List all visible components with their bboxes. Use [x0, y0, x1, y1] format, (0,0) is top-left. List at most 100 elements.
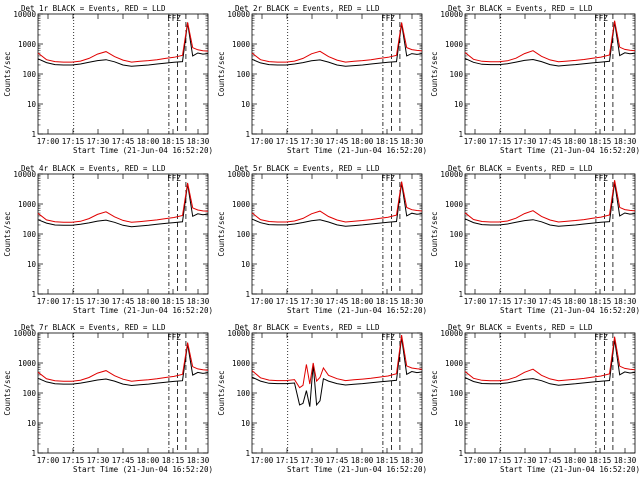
y-tick-label: 1000 [18, 359, 37, 368]
y-tick-label: 1000 [18, 200, 37, 209]
x-tick-label: 17:30 [87, 456, 110, 465]
y-tick-label: 1000 [232, 200, 251, 209]
y-tick-label: 1 [245, 290, 250, 299]
y-tick-label: 1 [31, 130, 36, 139]
lld-series-line [37, 182, 209, 223]
y-tick-label: 10 [27, 100, 37, 109]
flare-marker-label: FFZ [594, 14, 608, 23]
y-tick-label: 10 [241, 260, 251, 269]
x-tick-label: 18:00 [351, 297, 374, 306]
y-tick-label: 1000 [445, 359, 464, 368]
y-tick-label: 100 [236, 230, 250, 239]
y-tick-label: 100 [22, 70, 36, 79]
y-axis-label: Counts/sec [3, 211, 12, 256]
detector-panel: Det 2r BLACK = Events, RED = LLD 1 10 100 10… [217, 4, 427, 155]
x-tick-label: 17:15 [62, 137, 85, 146]
panel-title: Det 3r BLACK = Events, RED = LLD [448, 4, 593, 13]
y-tick-label: 1 [458, 130, 463, 139]
x-tick-label: 18:30 [187, 456, 210, 465]
x-axis-label: Start Time (21-Jun-04 16:52:20) [500, 465, 640, 474]
x-tick-label: 17:45 [112, 137, 135, 146]
detector-panel: Det 7r BLACK = Events, RED = LLD 1 10 100 10… [3, 323, 213, 474]
x-tick-label: 17:45 [326, 297, 349, 306]
x-tick-label: 17:45 [112, 297, 135, 306]
x-tick-label: 18:15 [589, 456, 612, 465]
x-tick-label: 18:00 [564, 137, 587, 146]
x-tick-label: 18:30 [187, 137, 210, 146]
panel-title: Det 1r BLACK = Events, RED = LLD [21, 4, 166, 13]
flare-marker-label: FFZ [594, 174, 608, 183]
x-tick-label: 18:15 [376, 297, 399, 306]
events-series-line [251, 182, 423, 227]
x-axis-label: Start Time (21-Jun-04 16:52:20) [287, 465, 427, 474]
y-tick-label: 10 [454, 419, 464, 428]
x-tick-label: 18:00 [351, 137, 374, 146]
panel-title: Det 8r BLACK = Events, RED = LLD [235, 323, 380, 332]
y-tick-label: 10 [27, 419, 37, 428]
detector-panel: Det 3r BLACK = Events, RED = LLD 1 10 100 10… [430, 4, 640, 155]
panel-title: Det 2r BLACK = Events, RED = LLD [235, 4, 380, 13]
x-axis-label: Start Time (21-Jun-04 16:52:20) [73, 146, 213, 155]
panel-title: Det 5r BLACK = Events, RED = LLD [235, 164, 380, 173]
x-tick-label: 18:15 [162, 456, 185, 465]
x-tick-label: 17:00 [37, 137, 60, 146]
events-series-line [464, 339, 636, 386]
x-tick-label: 17:45 [326, 456, 349, 465]
flare-marker-label: FFZ [167, 333, 181, 342]
lld-series-line [251, 22, 423, 63]
x-tick-label: 17:00 [464, 456, 487, 465]
y-tick-label: 1 [31, 449, 36, 458]
panel-title: Det 9r BLACK = Events, RED = LLD [448, 323, 593, 332]
x-tick-label: 18:00 [564, 297, 587, 306]
x-tick-label: 17:30 [301, 137, 324, 146]
events-series-line [464, 21, 636, 67]
y-tick-label: 10 [241, 419, 251, 428]
x-tick-label: 17:15 [276, 456, 299, 465]
lld-series-line [464, 336, 636, 382]
plot-frame [251, 332, 423, 454]
detector-panel: Det 5r BLACK = Events, RED = LLD 1 10 100 10… [217, 164, 427, 315]
y-tick-label: 100 [449, 70, 463, 79]
plot-frame [464, 13, 636, 135]
lld-series-line [251, 181, 423, 223]
x-axis-label: Start Time (21-Jun-04 16:52:20) [287, 306, 427, 315]
plot-frame [37, 173, 209, 295]
x-axis-label: Start Time (21-Jun-04 16:52:20) [500, 306, 640, 315]
y-axis-label: Counts/sec [217, 370, 226, 415]
x-tick-label: 18:15 [376, 137, 399, 146]
y-tick-label: 1000 [232, 359, 251, 368]
x-tick-label: 17:45 [539, 137, 562, 146]
x-tick-label: 17:00 [464, 297, 487, 306]
flare-marker-label: FFZ [381, 174, 395, 183]
plot-frame [251, 13, 423, 135]
x-tick-label: 18:30 [614, 137, 637, 146]
events-series-line [464, 182, 636, 227]
lld-series-line [464, 20, 636, 63]
x-tick-label: 18:30 [614, 456, 637, 465]
x-axis-label: Start Time (21-Jun-04 16:52:20) [500, 146, 640, 155]
flare-marker-label: FFZ [167, 14, 181, 23]
x-tick-label: 18:15 [589, 137, 612, 146]
y-tick-label: 1 [245, 130, 250, 139]
x-tick-label: 17:30 [87, 137, 110, 146]
lld-series-line [37, 22, 209, 63]
x-tick-label: 17:30 [514, 297, 537, 306]
y-tick-label: 1 [458, 290, 463, 299]
x-tick-label: 18:30 [401, 456, 424, 465]
y-axis-label: Counts/sec [217, 211, 226, 256]
x-tick-label: 17:15 [62, 297, 85, 306]
y-tick-label: 100 [449, 389, 463, 398]
panel-title: Det 6r BLACK = Events, RED = LLD [448, 164, 593, 173]
panel-title: Det 4r BLACK = Events, RED = LLD [21, 164, 166, 173]
events-series-line [251, 23, 423, 67]
x-tick-label: 17:30 [514, 137, 537, 146]
y-tick-label: 10000 [13, 170, 36, 179]
events-series-line [251, 337, 423, 407]
plot-frame [251, 173, 423, 295]
y-tick-label: 1 [31, 290, 36, 299]
lld-series-line [464, 180, 636, 223]
x-tick-label: 17:15 [489, 456, 512, 465]
y-axis-label: Counts/sec [3, 370, 12, 415]
x-tick-label: 17:30 [301, 456, 324, 465]
